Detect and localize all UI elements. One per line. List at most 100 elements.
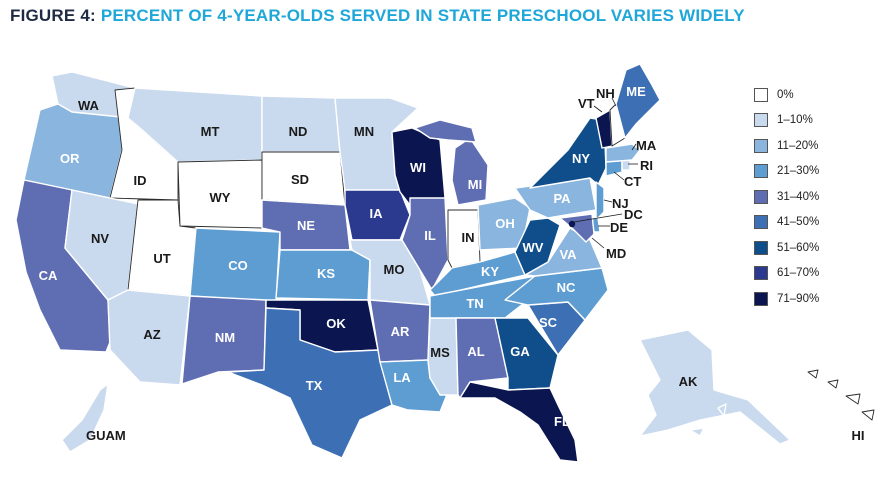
- label-PA: PA: [553, 191, 571, 206]
- label-NC: NC: [557, 280, 576, 295]
- legend-item: 11–20%: [754, 137, 819, 154]
- label-MS: MS: [430, 345, 450, 360]
- label-MT: MT: [201, 124, 220, 139]
- label-SD: SD: [291, 172, 309, 187]
- label-MN: MN: [354, 124, 374, 139]
- legend-swatch: [754, 113, 768, 127]
- label-WY: WY: [210, 190, 231, 205]
- label-VA: VA: [559, 247, 577, 262]
- legend-label: 51–60%: [777, 241, 820, 254]
- state-NJ: [595, 181, 605, 221]
- label-NE: NE: [297, 218, 315, 233]
- label-DE: DE: [610, 220, 628, 235]
- legend-label: 0%: [777, 88, 794, 101]
- legend-item: 71–90%: [754, 290, 819, 307]
- state-DC: [568, 220, 576, 228]
- label-TN: TN: [466, 296, 483, 311]
- label-WI: WI: [410, 160, 426, 175]
- label-GA: GA: [510, 344, 530, 359]
- legend-label: 11–20%: [777, 139, 819, 152]
- label-GUAM: GUAM: [86, 428, 126, 443]
- label-TX: TX: [306, 378, 323, 393]
- state-WV: [514, 217, 561, 276]
- state-TX: [227, 307, 393, 459]
- legend-item: 0%: [754, 86, 819, 103]
- leader-lines: [573, 97, 638, 249]
- label-OR: OR: [60, 151, 80, 166]
- state-MA: [605, 143, 641, 163]
- label-SC: SC: [539, 315, 558, 330]
- label-KS: KS: [317, 266, 335, 281]
- label-NY: NY: [572, 151, 590, 166]
- legend-swatch: [754, 87, 768, 102]
- state-FL: [459, 381, 579, 463]
- legend: 0% 1–10% 11–20% 21–30% 31–40% 41–50% 51–…: [754, 86, 819, 316]
- label-ND: ND: [289, 124, 308, 139]
- legend-swatch: [754, 189, 768, 204]
- label-MO: MO: [384, 262, 405, 277]
- label-NJ: NJ: [612, 196, 629, 211]
- legend-label: 41–50%: [777, 216, 820, 228]
- figure-label: FIGURE 4:: [10, 6, 96, 25]
- state-labels: WA OR CA ID NV UT AZ MT WY CO NM ND SD N…: [39, 84, 865, 443]
- state-NY: [529, 117, 607, 189]
- label-ME: ME: [626, 84, 646, 99]
- label-WV: WV: [523, 240, 544, 255]
- legend-item: 31–40%: [754, 188, 819, 205]
- label-NV: NV: [91, 231, 109, 246]
- label-MA: MA: [636, 138, 657, 153]
- legend-label: 21–30%: [777, 165, 820, 177]
- legend-swatch: [754, 164, 768, 178]
- label-IN: IN: [462, 230, 475, 245]
- legend-item: 61–70%: [754, 265, 819, 282]
- legend-item: 41–50%: [754, 214, 819, 231]
- label-AK: AK: [679, 374, 698, 389]
- state-AK: [639, 329, 791, 445]
- legend-swatch: [754, 215, 768, 229]
- legend-label: 1–10%: [777, 114, 813, 126]
- legend-label: 71–90%: [777, 292, 820, 305]
- legend-swatch: [754, 240, 768, 255]
- state-KS: [275, 249, 371, 301]
- state-TN: [429, 275, 536, 319]
- label-ID: ID: [134, 173, 147, 188]
- label-UT: UT: [153, 251, 170, 266]
- label-IL: IL: [424, 228, 436, 243]
- figure-title: FIGURE 4: PERCENT OF 4-YEAR-OLDS SERVED …: [10, 6, 745, 26]
- legend-label: 31–40%: [777, 190, 820, 203]
- state-GUAM: [61, 383, 109, 453]
- label-FL: FL: [554, 414, 570, 429]
- legend-swatch: [754, 266, 768, 280]
- label-AL: AL: [467, 344, 484, 359]
- label-OH: OH: [495, 216, 515, 231]
- label-MD: MD: [606, 246, 626, 261]
- label-AZ: AZ: [143, 327, 160, 342]
- label-HI: HI: [852, 428, 865, 443]
- legend-label: 61–70%: [777, 267, 820, 279]
- legend-swatch: [754, 138, 768, 153]
- legend-item: 51–60%: [754, 239, 819, 256]
- state-ME: [615, 63, 661, 139]
- label-DC: DC: [624, 207, 643, 222]
- figure-title-text: PERCENT OF 4-YEAR-OLDS SERVED IN STATE P…: [100, 6, 745, 25]
- state-IL: [401, 197, 449, 291]
- label-NH: NH: [596, 86, 615, 101]
- label-CA: CA: [39, 268, 58, 283]
- label-CO: CO: [228, 258, 248, 273]
- label-NM: NM: [215, 330, 235, 345]
- label-OK: OK: [326, 316, 346, 331]
- label-AR: AR: [391, 324, 410, 339]
- label-KY: KY: [481, 264, 499, 279]
- state-MI-upper: [414, 119, 477, 143]
- legend-swatch: [754, 291, 768, 306]
- state-MI: [451, 137, 489, 206]
- alaska-islands: [689, 403, 727, 437]
- legend-item: 21–30%: [754, 163, 819, 180]
- label-WA: WA: [78, 98, 100, 113]
- label-MI: MI: [468, 177, 482, 192]
- state-HI: [807, 369, 875, 421]
- legend-item: 1–10%: [754, 112, 819, 129]
- label-VT: VT: [578, 96, 595, 111]
- label-RI: RI: [640, 158, 653, 173]
